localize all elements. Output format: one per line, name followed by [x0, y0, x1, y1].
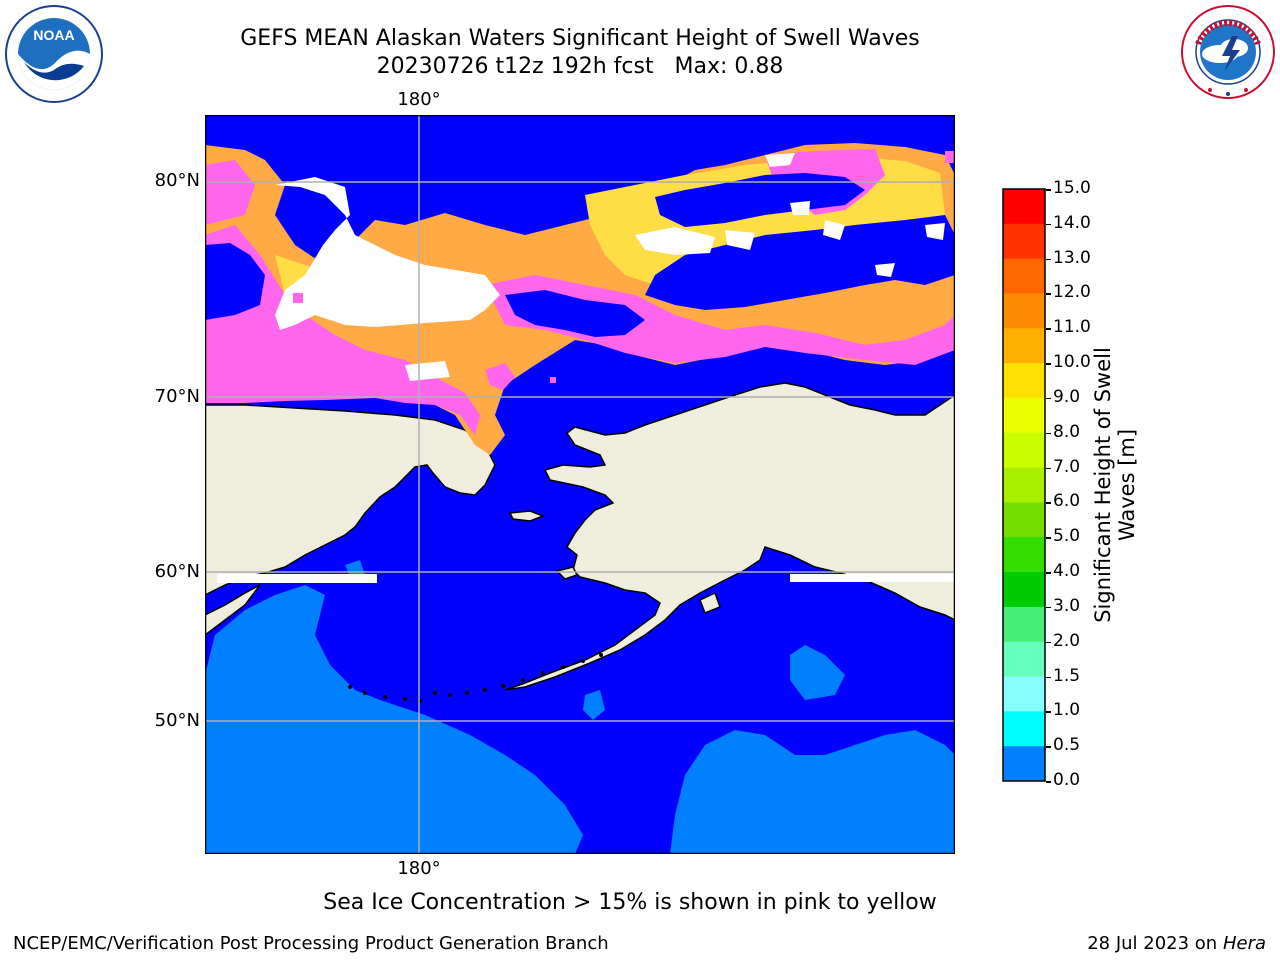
sea-ice-note: Sea Ice Concentration > 15% is shown in … — [323, 890, 937, 915]
colorbar-segment — [1003, 189, 1045, 225]
nws-logo — [1181, 5, 1275, 99]
colorbar-tick-mark — [1046, 606, 1051, 609]
noaa-logo: NOAA — [5, 5, 103, 103]
colorbar-tick-mark — [1046, 223, 1051, 226]
colorbar-segment — [1003, 363, 1045, 399]
date-stamp: 28 Jul 2023 on Hera — [1087, 933, 1266, 954]
colorbar-segment — [1003, 258, 1045, 294]
colorbar-tick-mark — [1046, 293, 1051, 295]
lat-label-80: 80°N — [154, 170, 200, 191]
colorbar-tick-mark — [1046, 746, 1051, 748]
colorbar-segment — [1003, 223, 1045, 260]
colorbar-tick-mark — [1046, 432, 1051, 435]
colorbar-segment — [1003, 397, 1045, 434]
date-text: 28 Jul 2023 on — [1087, 933, 1223, 954]
colorbar-tick-label: 0.0 — [1053, 770, 1081, 790]
colorbar-tick-label: 7.0 — [1053, 456, 1081, 477]
colorbar-tick-label: 10.0 — [1053, 352, 1091, 373]
swell-0.5-1.0-region — [205, 560, 955, 854]
colorbar-tick-label: 3.0 — [1053, 595, 1081, 616]
lat-label-50: 50°N — [154, 710, 200, 731]
colorbar-tick-mark — [1046, 676, 1051, 679]
colorbar-segment — [1003, 502, 1045, 538]
colorbar-segment — [1003, 432, 1045, 469]
colorbar-title-line2: Waves [m] — [1115, 428, 1139, 542]
no-data-region — [275, 153, 945, 381]
colorbar-tick-label: 1.5 — [1053, 665, 1081, 686]
colorbar — [1002, 188, 1046, 782]
credit-text: NCEP/EMC/Verification Post Processing Pr… — [13, 933, 609, 954]
colorbar-tick-mark — [1046, 397, 1051, 400]
colorbar-tick-mark — [1046, 537, 1051, 539]
colorbar-tick-mark — [1046, 467, 1051, 470]
host-name: Hera — [1222, 933, 1266, 954]
colorbar-tick-label: 5.0 — [1053, 526, 1081, 547]
colorbar-segment — [1003, 641, 1045, 678]
colorbar-tick-label: 6.0 — [1053, 491, 1081, 512]
lon-label-bottom: 180° — [397, 858, 441, 879]
colorbar-tick-label: 11.0 — [1053, 317, 1091, 338]
colorbar-tick-label: 1.0 — [1053, 700, 1081, 721]
colorbar-tick-mark — [1046, 258, 1051, 261]
land-masses — [205, 368, 955, 691]
colorbar-tick-mark — [1046, 363, 1051, 365]
colorbar-tick-label: 14.0 — [1053, 212, 1091, 233]
colorbar-tick-label: 2.0 — [1053, 630, 1081, 651]
colorbar-tick-mark — [1046, 502, 1051, 504]
colorbar-tick-mark — [1046, 189, 1051, 191]
colorbar-tick-label: 12.0 — [1053, 282, 1091, 303]
colorbar-tick-mark — [1046, 711, 1051, 713]
colorbar-segment — [1003, 606, 1045, 643]
lon-label-top: 180° — [397, 89, 441, 110]
chart-subtitle: 20230726 t12z 192h fcst Max: 0.88 — [376, 54, 784, 79]
colorbar-segment — [1003, 711, 1045, 747]
colorbar-tick-label: 4.0 — [1053, 561, 1081, 582]
colorbar-tick-mark — [1046, 781, 1051, 783]
colorbar-segment — [1003, 537, 1045, 573]
lat-label-60: 60°N — [154, 561, 200, 582]
colorbar-segment — [1003, 293, 1045, 329]
colorbar-segment — [1003, 676, 1045, 712]
colorbar-tick-label: 13.0 — [1053, 247, 1091, 268]
graticule — [205, 115, 955, 854]
colorbar-segment — [1003, 746, 1045, 782]
colorbar-segment — [1003, 572, 1045, 608]
colorbar-title-line1: Significant Height of Swell — [1091, 347, 1115, 623]
colorbar-tick-mark — [1046, 641, 1051, 644]
colorbar-tick-label: 9.0 — [1053, 386, 1081, 407]
chart-title: GEFS MEAN Alaskan Waters Significant Hei… — [240, 26, 920, 51]
aleutian-islands — [348, 653, 603, 703]
colorbar-tick-mark — [1046, 328, 1051, 330]
map-panel — [205, 115, 955, 854]
colorbar-tick-label: 8.0 — [1053, 421, 1081, 442]
colorbar-tick-mark — [1046, 572, 1051, 574]
noaa-wordmark: NOAA — [33, 27, 74, 43]
colorbar-tick-label: 0.5 — [1053, 735, 1081, 756]
colorbar-segment — [1003, 467, 1045, 503]
colorbar-segment — [1003, 328, 1045, 364]
colorbar-tick-label: 15.0 — [1053, 178, 1091, 198]
lat-label-70: 70°N — [154, 386, 200, 407]
